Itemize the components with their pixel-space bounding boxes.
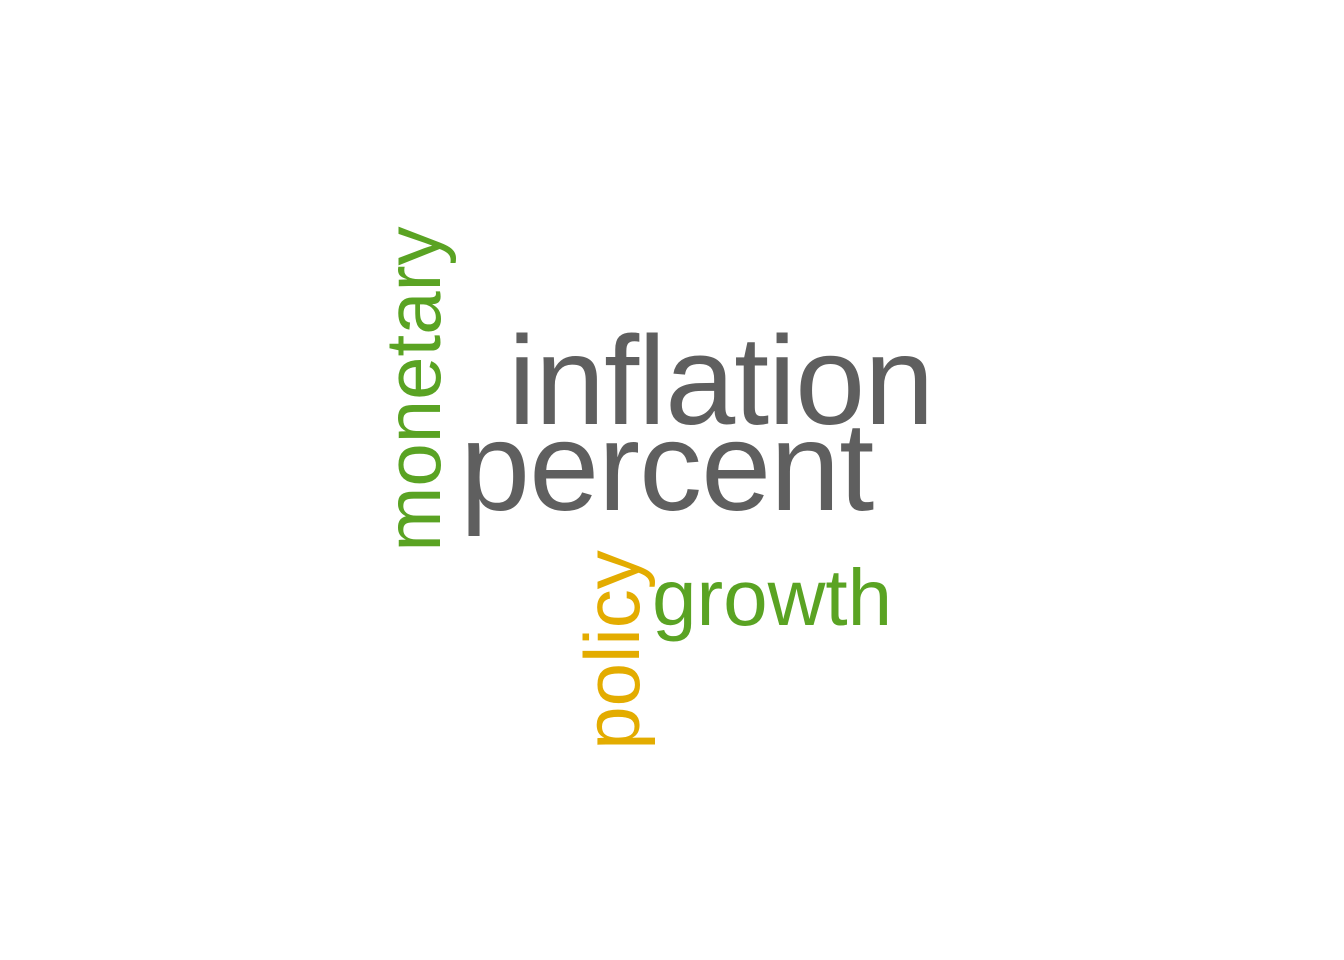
word-monetary: monetary xyxy=(369,226,457,552)
word-policy: policy xyxy=(568,550,656,750)
word-percent: percent xyxy=(460,396,874,537)
word-growth: growth xyxy=(652,553,893,642)
word-inflation: inflation xyxy=(508,310,934,451)
